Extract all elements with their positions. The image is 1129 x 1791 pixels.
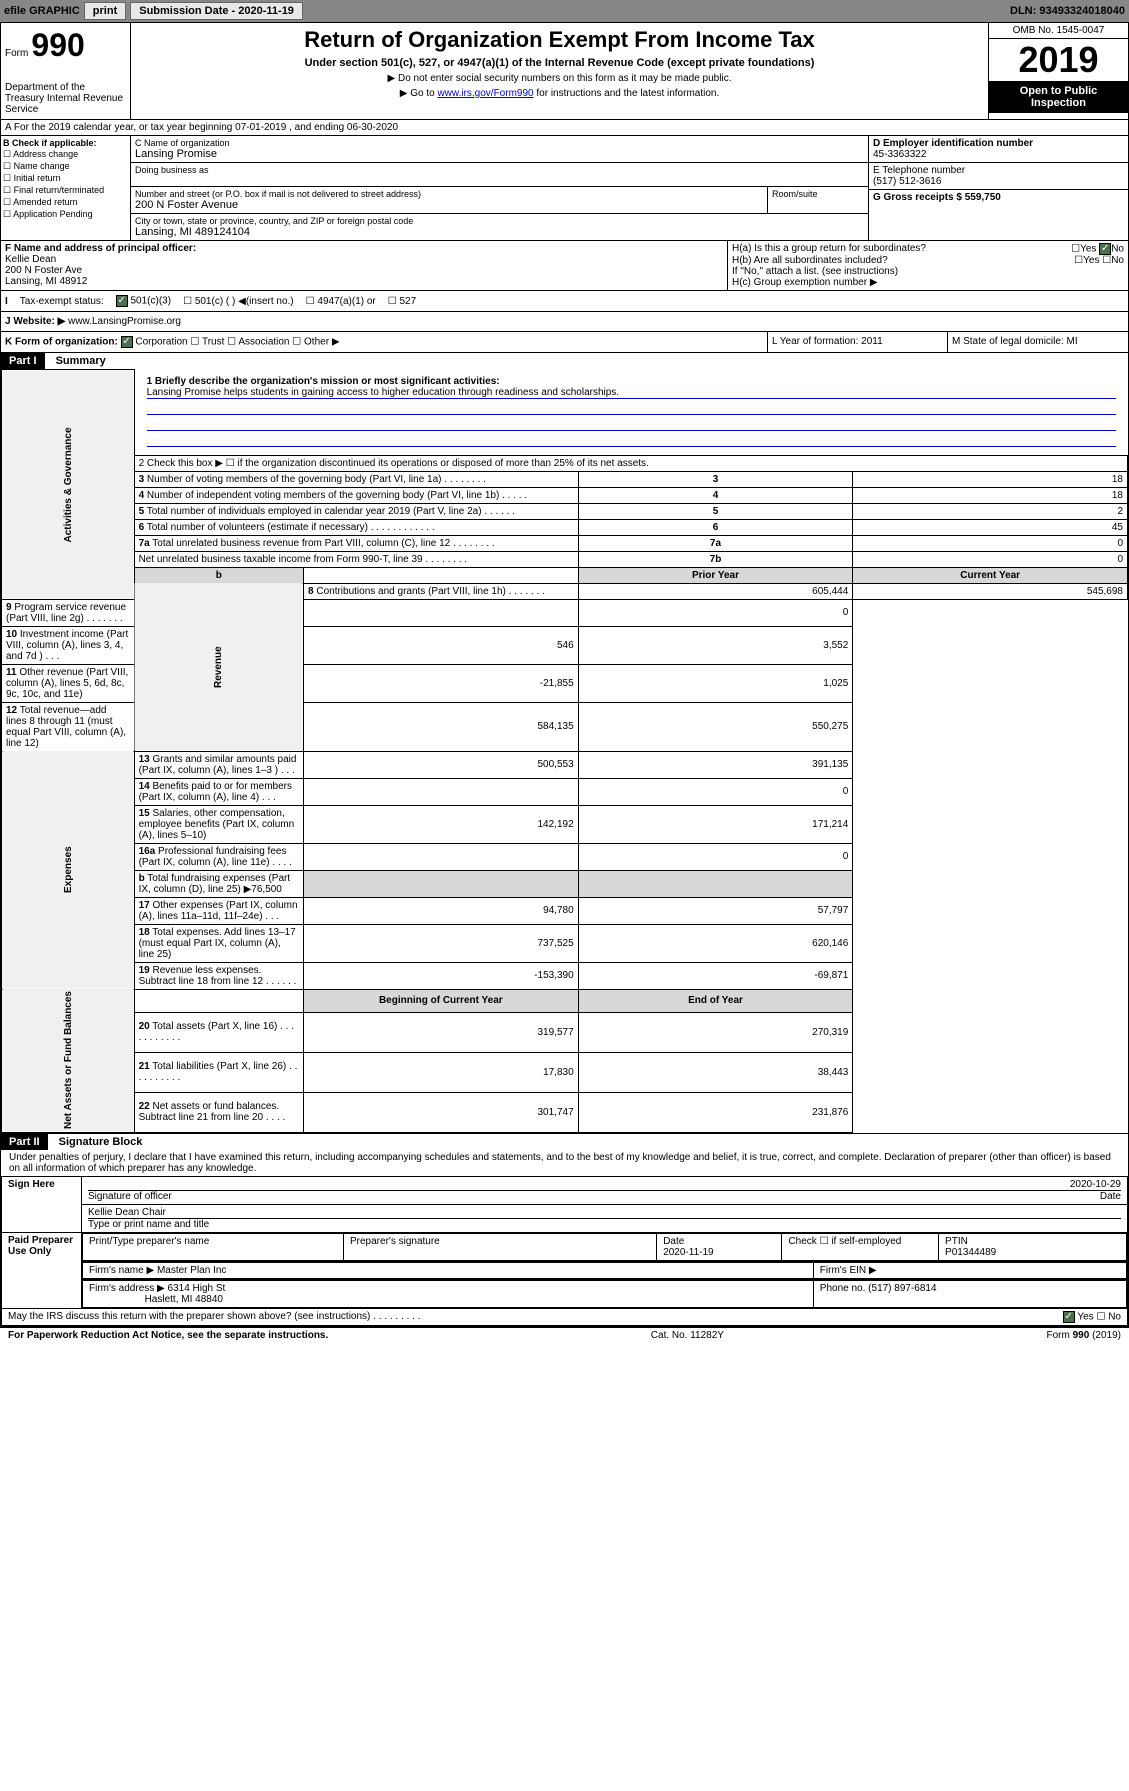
officer-name-title: Kellie Dean Chair [88, 1207, 1121, 1219]
cat-number: Cat. No. 11282Y [651, 1330, 724, 1341]
room-label: Room/suite [768, 187, 868, 213]
side-expenses: Expenses [2, 751, 135, 989]
city-label: City or town, state or province, country… [135, 216, 864, 226]
side-revenue: Revenue [134, 583, 303, 751]
addr-label: Number and street (or P.O. box if mail i… [135, 189, 763, 199]
website-value: www.LansingPromise.org [68, 316, 181, 327]
chk-final[interactable]: ☐ Final return/terminated [3, 185, 128, 196]
irs-link[interactable]: www.irs.gov/Form990 [437, 88, 533, 99]
ein-label: D Employer identification number [873, 138, 1124, 149]
officer-name: Kellie Dean [5, 254, 723, 265]
hc-label: H(c) Group exemption number ▶ [732, 277, 1124, 288]
sign-here-label: Sign Here [2, 1176, 82, 1232]
f-label: F Name and address of principal officer: [5, 243, 723, 254]
footer: For Paperwork Reduction Act Notice, see … [0, 1327, 1129, 1343]
chk-amended[interactable]: ☐ Amended return [3, 197, 128, 208]
phone-label: E Telephone number [873, 165, 1124, 176]
section-b-row: B Check if applicable: ☐ Address change … [0, 136, 1129, 241]
form-label: Form [5, 48, 28, 59]
ein-value: 45-3363322 [873, 149, 1124, 160]
hb-label: H(b) Are all subordinates included? [732, 255, 888, 266]
hb-note: If "No," attach a list. (see instruction… [732, 266, 1124, 277]
b-label: B Check if applicable: [3, 138, 128, 148]
efile-label: efile GRAPHIC [4, 5, 80, 17]
chk-initial[interactable]: ☐ Initial return [3, 173, 128, 184]
year-formation: L Year of formation: 2011 [768, 332, 948, 352]
status-label: Tax-exempt status: [20, 296, 104, 307]
discuss-question: May the IRS discuss this return with the… [8, 1311, 420, 1322]
firm-name: Master Plan Inc [157, 1265, 226, 1276]
instruction-1: ▶ Do not enter social security numbers o… [135, 73, 984, 84]
part1-header: Part I [1, 353, 45, 369]
chk-pending[interactable]: ☐ Application Pending [3, 209, 128, 220]
state-domicile: M State of legal domicile: MI [948, 332, 1128, 352]
c-name-label: C Name of organization [135, 138, 864, 148]
tax-year: 2019 [989, 39, 1128, 81]
part1-title: Summary [48, 355, 106, 367]
status-row: I Tax-exempt status: 501(c)(3) ☐ 501(c) … [0, 291, 1129, 312]
form-header: Form 990 Department of the Treasury Inte… [0, 22, 1129, 120]
main-title: Return of Organization Exempt From Incom… [135, 27, 984, 53]
firm-phone: Phone no. (517) 897-6814 [813, 1280, 1126, 1307]
ha-no-checkbox[interactable] [1099, 243, 1111, 255]
row-a: A For the 2019 calendar year, or tax yea… [0, 120, 1129, 136]
part2-title: Signature Block [51, 1136, 143, 1148]
sig-date: 2020-10-29 [1070, 1179, 1121, 1190]
paperwork-notice: For Paperwork Reduction Act Notice, see … [8, 1330, 328, 1341]
officer-addr: 200 N Foster Ave [5, 265, 723, 276]
department-label: Department of the Treasury Internal Reve… [5, 82, 126, 115]
omb-number: OMB No. 1545-0047 [989, 23, 1128, 39]
website-row: J Website: ▶ www.LansingPromise.org [0, 312, 1129, 332]
form-footer: Form 990 (2019) [1047, 1330, 1121, 1341]
chk-address[interactable]: ☐ Address change [3, 149, 128, 160]
chk-corp[interactable] [121, 336, 133, 348]
inspection-label: Open to Public Inspection [989, 81, 1128, 113]
phone-value: (517) 512-3616 [873, 176, 1124, 187]
km-row: K Form of organization: Corporation ☐ Tr… [0, 332, 1129, 353]
gross-receipts: G Gross receipts $ 559,750 [873, 192, 1124, 203]
ha-label: H(a) Is this a group return for subordin… [732, 243, 926, 255]
line2: 2 Check this box ▶ ☐ if the organization… [134, 455, 1127, 471]
form-number: 990 [31, 27, 84, 63]
part1: Part I Summary Activities & Governance 1… [0, 353, 1129, 1134]
dba-label: Doing business as [131, 163, 868, 187]
perjury-statement: Under penalties of perjury, I declare th… [1, 1150, 1128, 1176]
prep-date: 2020-11-19 [663, 1247, 713, 1258]
side-net: Net Assets or Fund Balances [2, 989, 135, 1132]
chk-501c3[interactable] [116, 295, 128, 307]
org-name: Lansing Promise [135, 148, 864, 160]
part2-header: Part II [1, 1134, 48, 1150]
side-governance: Activities & Governance [2, 370, 135, 600]
discuss-yes-checkbox[interactable] [1063, 1311, 1075, 1323]
instruction-2: ▶ Go to www.irs.gov/Form990 for instruct… [135, 88, 984, 99]
chk-name[interactable]: ☐ Name change [3, 161, 128, 172]
firm-addr: 6314 High St [168, 1283, 226, 1294]
ptin: P01344489 [945, 1247, 996, 1258]
part2: Part II Signature Block Under penalties … [0, 1134, 1129, 1327]
line1-label: 1 Briefly describe the organization's mi… [147, 376, 1116, 387]
submission-button[interactable]: Submission Date - 2020-11-19 [130, 2, 303, 20]
org-address: 200 N Foster Avenue [135, 199, 763, 211]
mission-text: Lansing Promise helps students in gainin… [147, 387, 1116, 399]
org-city: Lansing, MI 489124104 [135, 226, 864, 238]
topbar: efile GRAPHIC print Submission Date - 20… [0, 0, 1129, 22]
print-button[interactable]: print [84, 2, 126, 20]
subtitle: Under section 501(c), 527, or 4947(a)(1)… [135, 57, 984, 69]
officer-city: Lansing, MI 48912 [5, 276, 723, 287]
dln-label: DLN: 93493324018040 [1010, 5, 1125, 17]
paid-preparer-label: Paid Preparer Use Only [2, 1232, 82, 1308]
fh-row: F Name and address of principal officer:… [0, 241, 1129, 291]
